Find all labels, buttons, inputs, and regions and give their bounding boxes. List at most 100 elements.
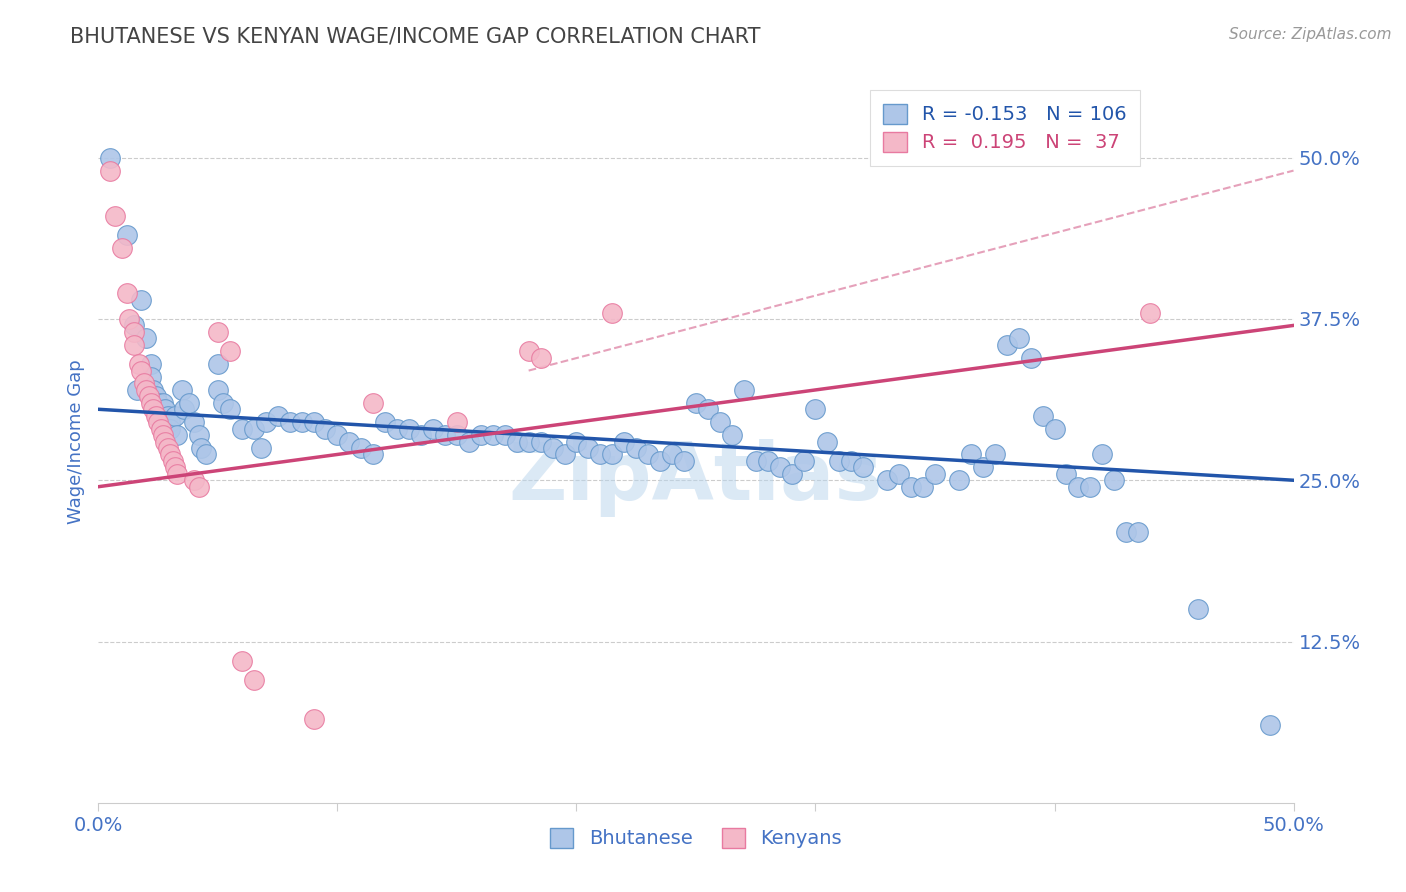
Point xyxy=(1115,524,1137,539)
Point xyxy=(948,473,970,487)
Point xyxy=(250,441,273,455)
Point xyxy=(637,447,659,461)
Point xyxy=(139,396,162,410)
Point xyxy=(422,422,444,436)
Point xyxy=(98,151,122,165)
Point xyxy=(159,415,181,429)
Point xyxy=(243,422,266,436)
Point xyxy=(661,447,683,461)
Point xyxy=(924,467,946,481)
Point xyxy=(793,454,815,468)
Point xyxy=(589,447,612,461)
Point xyxy=(685,396,707,410)
Point xyxy=(179,396,201,410)
Point xyxy=(142,383,165,397)
Point xyxy=(458,434,481,449)
Point xyxy=(530,434,553,449)
Point xyxy=(135,331,157,345)
Point xyxy=(115,286,138,301)
Point xyxy=(398,422,420,436)
Point xyxy=(911,480,934,494)
Point xyxy=(733,383,755,397)
Point xyxy=(231,422,253,436)
Point xyxy=(374,415,396,429)
Point xyxy=(697,402,720,417)
Point xyxy=(219,344,242,359)
Point xyxy=(745,454,768,468)
Point xyxy=(104,209,127,223)
Point xyxy=(149,422,172,436)
Point xyxy=(1080,480,1102,494)
Point xyxy=(207,383,229,397)
Point xyxy=(841,454,863,468)
Point xyxy=(411,428,433,442)
Point xyxy=(163,409,186,423)
Point xyxy=(673,454,696,468)
Point xyxy=(1258,718,1281,732)
Point xyxy=(350,441,373,455)
Point xyxy=(156,441,179,455)
Point xyxy=(481,428,505,442)
Point xyxy=(124,338,146,352)
Point xyxy=(254,415,277,429)
Point xyxy=(326,428,349,442)
Point xyxy=(541,441,564,455)
Point xyxy=(183,473,205,487)
Text: Source: ZipAtlas.com: Source: ZipAtlas.com xyxy=(1229,27,1392,42)
Point xyxy=(211,396,233,410)
Point xyxy=(709,415,731,429)
Point xyxy=(163,460,186,475)
Point xyxy=(183,415,205,429)
Legend: Bhutanese, Kenyans: Bhutanese, Kenyans xyxy=(540,818,852,858)
Point xyxy=(602,447,624,461)
Point xyxy=(155,434,177,449)
Point xyxy=(1139,305,1161,319)
Point xyxy=(187,480,209,494)
Point xyxy=(152,396,174,410)
Point xyxy=(517,344,540,359)
Point xyxy=(302,712,325,726)
Point xyxy=(195,447,218,461)
Point xyxy=(1104,473,1126,487)
Point xyxy=(132,376,155,391)
Point xyxy=(145,409,167,423)
Point xyxy=(815,434,838,449)
Point xyxy=(900,480,922,494)
Point xyxy=(470,428,492,442)
Point xyxy=(172,383,194,397)
Text: ZipAtlas: ZipAtlas xyxy=(509,439,883,516)
Point xyxy=(173,402,195,417)
Point xyxy=(1067,480,1090,494)
Point xyxy=(721,428,744,442)
Point xyxy=(98,163,122,178)
Point xyxy=(960,447,983,461)
Point xyxy=(267,409,290,423)
Point xyxy=(613,434,636,449)
Point xyxy=(984,447,1007,461)
Point xyxy=(995,338,1018,352)
Point xyxy=(115,228,138,243)
Point xyxy=(1043,422,1066,436)
Point xyxy=(363,447,385,461)
Point xyxy=(889,467,911,481)
Point xyxy=(149,402,172,417)
Point xyxy=(152,428,174,442)
Point xyxy=(148,396,170,410)
Point xyxy=(291,415,314,429)
Point xyxy=(494,428,516,442)
Point xyxy=(517,434,540,449)
Point xyxy=(131,363,153,377)
Point xyxy=(648,454,672,468)
Point xyxy=(578,441,600,455)
Point xyxy=(139,370,162,384)
Point xyxy=(385,422,409,436)
Point xyxy=(768,460,790,475)
Point xyxy=(1128,524,1150,539)
Point xyxy=(804,402,827,417)
Point xyxy=(145,389,167,403)
Point xyxy=(302,415,325,429)
Point xyxy=(156,409,179,423)
Point xyxy=(554,447,576,461)
Point xyxy=(190,441,212,455)
Point xyxy=(125,383,148,397)
